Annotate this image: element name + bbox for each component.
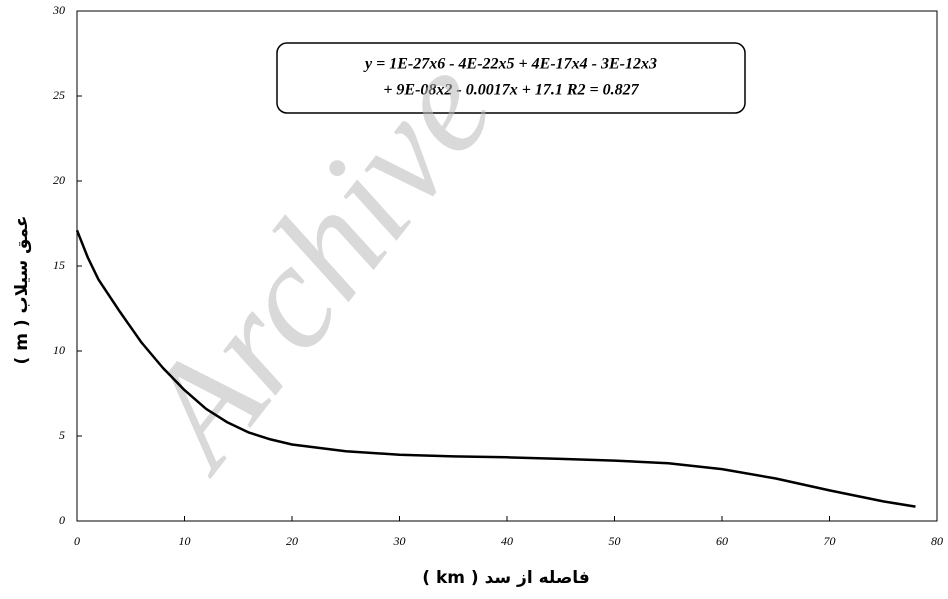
line bbox=[75, 229, 916, 508]
x-tick-label: 20 bbox=[286, 534, 298, 548]
x-tick-label: 80 bbox=[931, 534, 943, 548]
y-tick-label: 0 bbox=[59, 513, 65, 527]
y-tick-label: 10 bbox=[53, 343, 65, 357]
annotation-box bbox=[276, 42, 746, 114]
annotation: + 9E-08x2 - 0.0017x + 17.1 R2 = 0.827 bbox=[383, 82, 639, 99]
x-tick-label: 40 bbox=[501, 534, 513, 548]
y-tick-label: 5 bbox=[59, 428, 65, 442]
x-tick-label: 60 bbox=[716, 534, 728, 548]
x-tick-label: 70 bbox=[824, 534, 836, 548]
y-axis-label: عمق سیلاب ( m ) bbox=[12, 216, 32, 365]
x-tick-label: 50 bbox=[609, 534, 621, 548]
x-tick-label: 30 bbox=[393, 534, 406, 548]
x-tick-label: 10 bbox=[179, 534, 191, 548]
y-tick-label: 20 bbox=[53, 173, 65, 187]
x-tick-label: 0 bbox=[74, 534, 80, 548]
annotation: y = 1E-27x6 - 4E-22x5 + 4E-17x4 - 3E-12x… bbox=[363, 56, 657, 73]
y-tick-label: 30 bbox=[52, 3, 65, 17]
x-axis-label: فاصله از سد ( km ) bbox=[422, 568, 590, 588]
y-tick-label: 15 bbox=[53, 258, 65, 272]
y-tick-label: 25 bbox=[53, 88, 65, 102]
